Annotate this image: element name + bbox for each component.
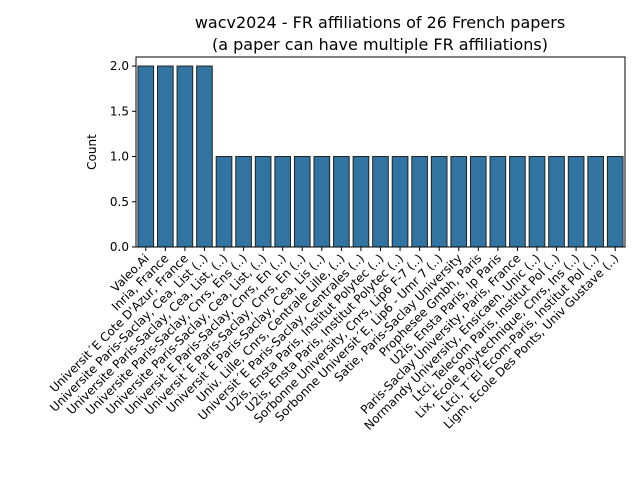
bar bbox=[391, 156, 409, 248]
bar bbox=[411, 156, 428, 248]
bar bbox=[274, 156, 292, 248]
bar bbox=[293, 156, 311, 248]
bar bbox=[489, 156, 507, 248]
y-tick-label: 1.0 bbox=[110, 150, 129, 164]
y-axis-label: Count bbox=[85, 134, 99, 170]
bar bbox=[215, 156, 233, 248]
bar bbox=[176, 65, 194, 248]
y-tick-label: 2.0 bbox=[110, 59, 129, 73]
bar bbox=[430, 156, 448, 248]
y-tick-label: 0.5 bbox=[110, 195, 129, 209]
y-tick-label: 1.5 bbox=[110, 104, 129, 118]
plot-frame bbox=[135, 56, 626, 248]
bar bbox=[450, 156, 468, 248]
bar bbox=[509, 156, 526, 248]
bar bbox=[567, 156, 585, 248]
bar bbox=[333, 156, 350, 248]
bar bbox=[352, 156, 370, 248]
y-tick-label: 0.0 bbox=[110, 240, 129, 254]
bar bbox=[606, 156, 624, 248]
chart-subtitle: (a paper can have multiple FR affiliatio… bbox=[212, 35, 548, 54]
bar bbox=[137, 65, 155, 248]
bar bbox=[157, 65, 174, 248]
chart-title: wacv2024 - FR affiliations of 26 French … bbox=[195, 13, 565, 32]
bar bbox=[235, 156, 252, 248]
bar bbox=[372, 156, 389, 248]
bar bbox=[469, 156, 487, 248]
bar bbox=[548, 156, 565, 248]
bar bbox=[196, 65, 213, 248]
bar bbox=[587, 156, 604, 248]
bar bbox=[528, 156, 546, 248]
bar bbox=[254, 156, 272, 248]
bar bbox=[313, 156, 331, 248]
